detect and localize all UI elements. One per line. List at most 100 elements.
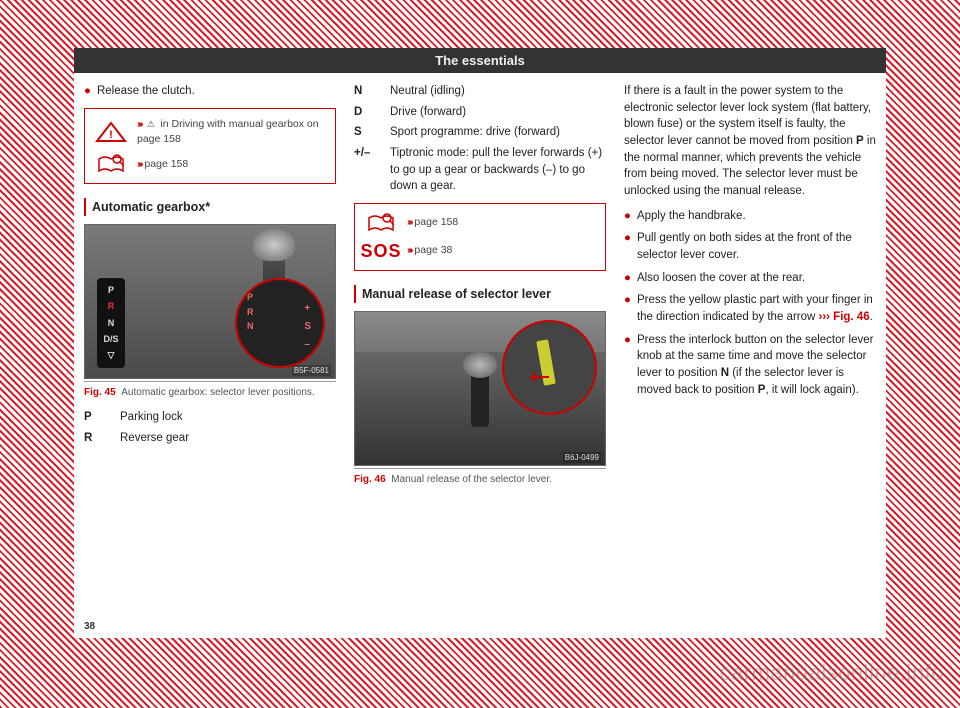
figure-46-caption: Fig. 46 Manual release of the selector l… [354,468,606,496]
ref-label: page 38 [414,244,452,256]
gear-r: R [108,300,115,313]
watermark: carmanualsonline.info [719,660,944,686]
bullet-icon: ● [624,332,631,399]
content-area: The essentials ● Release the clutch. ! ›… [74,48,886,638]
column-2: N Neutral (idling) D Drive (forward) S S… [354,83,606,496]
bullet-text: Press the yellow plastic part with your … [637,292,876,325]
def-key: N [354,83,376,100]
def-key: R [84,430,106,447]
bullet-icon: ● [84,83,91,100]
bullet-text: Press the interlock button on the select… [637,332,876,399]
def-d: D Drive (forward) [354,104,606,121]
figure-46: B6J-0499 [354,311,606,466]
zoom-tiptronic: + S – [304,300,311,354]
figure-46-label: Fig. 46 [354,474,386,485]
column-3: If there is a fault in the power system … [624,83,876,496]
bullet-icon: ● [624,270,631,287]
bullet-text: Pull gently on both sides at the front o… [637,230,876,263]
bullet-press-yellow: ● Press the yellow plastic part with you… [624,292,876,325]
ref-text: ››› ⚠ in Driving with manual gearbox on … [137,117,325,147]
fig-link: ››› Fig. 46 [819,311,870,323]
columns-container: ● Release the clutch. ! ››› ⚠ in Driving… [74,83,886,496]
sos-icon: SOS [365,240,397,262]
figure-45-code: B5F-0581 [292,365,331,377]
def-key: +/– [354,145,376,195]
ref-text: ››› page 38 [407,243,452,258]
zoom-gear-labels: P R N [247,290,254,333]
def-n: N Neutral (idling) [354,83,606,100]
gear-ds: D/S [103,333,118,346]
bullet-icon: ● [624,292,631,325]
page-background: The essentials ● Release the clutch. ! ›… [0,0,960,708]
bullet-release-clutch: ● Release the clutch. [84,83,336,100]
def-val: Tiptronic mode: pull the lever forwards … [390,145,606,195]
def-tiptronic: +/– Tiptronic mode: pull the lever forwa… [354,145,606,195]
ref-label: page 158 [144,158,188,170]
ref-row-book: ››› page 158 [365,212,595,234]
section-header: The essentials [74,48,886,73]
def-key: P [84,409,106,426]
arrows-icon: ››› [407,244,412,256]
bold-p: P [856,135,864,147]
bullet-loosen-rear: ● Also loosen the cover at the rear. [624,270,876,287]
para-fault: If there is a fault in the power system … [624,83,876,200]
gear-p: P [108,284,114,297]
ref-label: page 158 [414,216,458,228]
bold-n: N [721,367,729,379]
bullet-icon: ● [624,208,631,225]
reference-box-1: ! ››› ⚠ in Driving with manual gearbox o… [84,108,336,184]
def-val: Reverse gear [120,430,189,447]
sos-text: SOS [361,238,402,264]
figure-45-label: Fig. 45 [84,387,116,398]
def-val: Sport programme: drive (forward) [390,124,560,141]
gear-down-icon: ▽ [108,349,115,362]
bullet-handbrake: ● Apply the handbrake. [624,208,876,225]
gear-n: N [108,317,115,330]
bullet-pull-cover: ● Pull gently on both sides at the front… [624,230,876,263]
bullet-text: Also loosen the cover at the rear. [637,270,805,287]
ref-row-book: ››› page 158 [95,153,325,175]
def-val: Neutral (idling) [390,83,465,100]
text: If there is a fault in the power system … [624,85,871,147]
bullet-text: Apply the handbrake. [637,208,746,225]
zoom-circle [502,320,597,415]
figure-46-code: B6J-0499 [563,452,601,464]
figure-45-caption: Fig. 45 Automatic gearbox: selector leve… [84,381,336,409]
def-r: R Reverse gear [84,430,336,447]
ref-row-sos: SOS ››› page 38 [365,240,595,262]
gear-knob [253,229,295,261]
ref-text: ››› page 158 [407,215,458,230]
figure-45-illustration: P R N D/S ▽ P R N [85,225,335,378]
open-book-icon [95,153,127,175]
section-heading-auto-gearbox: Automatic gearbox* [84,198,336,216]
open-book-icon [365,212,397,234]
arrow-icon [524,372,554,392]
arrows-icon: ››› [137,158,142,170]
bullet-press-interlock: ● Press the interlock button on the sele… [624,332,876,399]
ref-text: ››› page 158 [137,157,188,172]
selector-knob [463,352,497,378]
def-val: Drive (forward) [390,104,466,121]
bullet-icon: ● [624,230,631,263]
bullet-text: Release the clutch. [97,83,195,100]
gear-indicator-panel: P R N D/S ▽ [97,278,125,368]
ref-row-warning: ! ››› ⚠ in Driving with manual gearbox o… [95,117,325,147]
warning-triangle-icon: ! [95,121,127,143]
arrows-icon: ››› [407,216,412,228]
def-val: Parking lock [120,409,183,426]
figure-46-caption-text: Manual release of the selector lever. [391,474,552,485]
figure-46-illustration [355,312,605,465]
figure-45-caption-text: Automatic gearbox: selector lever positi… [121,387,314,398]
column-1: ● Release the clutch. ! ››› ⚠ in Driving… [84,83,336,496]
section-heading-manual-release: Manual release of selector lever [354,285,606,303]
arrows-icon: ››› [137,118,142,130]
figure-45: P R N D/S ▽ P R N [84,224,336,379]
svg-text:!: ! [109,129,113,141]
zoom-circle: P R N + S – [235,278,325,368]
def-p: P Parking lock [84,409,336,426]
page-number: 38 [84,621,95,632]
reference-box-2: ››› page 158 SOS ››› page 38 [354,203,606,271]
def-key: D [354,104,376,121]
def-key: S [354,124,376,141]
def-s: S Sport programme: drive (forward) [354,124,606,141]
